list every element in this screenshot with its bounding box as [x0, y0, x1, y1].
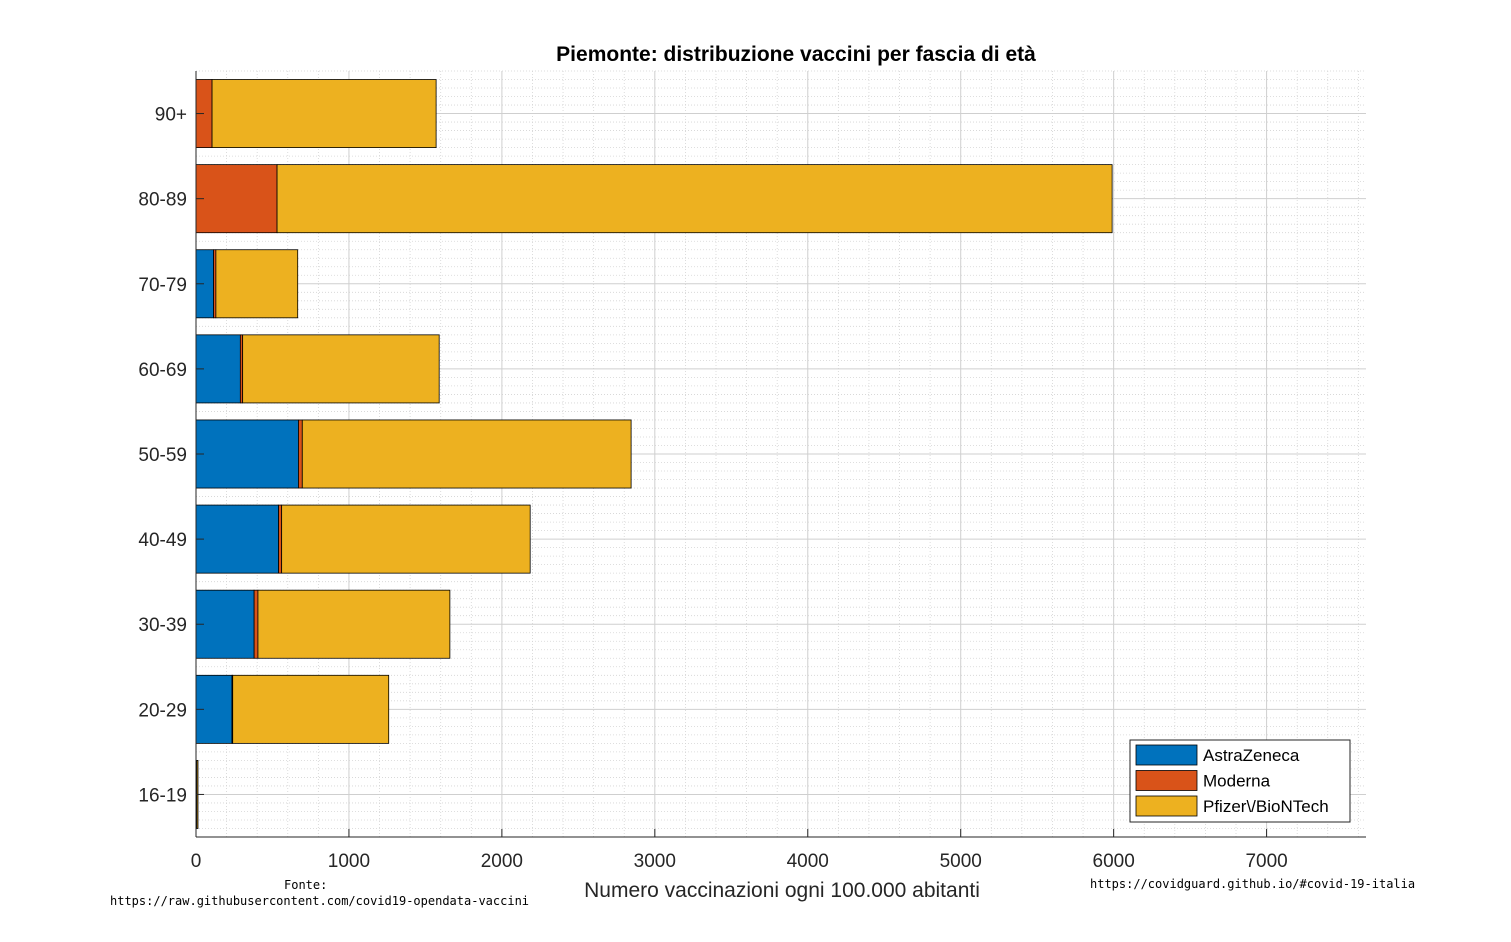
x-tick-label: 2000 [481, 851, 523, 872]
source-url: https://raw.githubusercontent.com/covid1… [110, 894, 530, 908]
y-tick-label: 50-59 [138, 445, 187, 466]
bar-80-89-moderna [195, 164, 278, 234]
y-tick-label: 60-69 [138, 360, 187, 381]
bar-40-49-astrazeneca [195, 504, 279, 574]
legend-label: AstraZeneca [1203, 746, 1300, 765]
x-tick-label: 7000 [1245, 851, 1287, 872]
bar-40-49-moderna [278, 504, 283, 574]
legend-swatch-moderna [1135, 770, 1198, 791]
y-tick-label: 20-29 [138, 700, 187, 721]
bar-50-59-astrazeneca [195, 419, 299, 489]
bar-30-39-astrazeneca [195, 589, 255, 659]
x-tick-label: 6000 [1093, 851, 1135, 872]
x-tick-label: 4000 [787, 851, 829, 872]
legend-swatch-astrazeneca [1135, 744, 1198, 766]
x-tick-label: 1000 [328, 851, 370, 872]
bar-30-39-pfizerbiontech [257, 589, 451, 659]
x-axis-label: Numero vaccinazioni ogni 100.000 abitant… [584, 879, 980, 902]
legend-label: Moderna [1203, 772, 1271, 791]
bar-90+-pfizerbiontech [211, 79, 437, 148]
legend-label: Pfizer\/BioNTech [1203, 797, 1329, 816]
x-tick-label: 0 [191, 851, 202, 872]
y-tick-label: 90+ [155, 105, 187, 126]
site-url: https://covidguard.github.io/#covid-19-i… [1090, 877, 1416, 891]
y-tick-label: 80-89 [138, 190, 187, 211]
bar-30-39-moderna [253, 589, 259, 659]
source-label: Fonte: [284, 878, 328, 892]
bar-40-49-pfizerbiontech [281, 504, 531, 574]
bar-60-69-pfizerbiontech [242, 334, 440, 404]
bar-50-59-pfizerbiontech [301, 419, 632, 489]
x-tick-label: 5000 [940, 851, 982, 872]
bar-70-79-pfizerbiontech [215, 249, 299, 319]
bar-20-29-pfizerbiontech [232, 674, 390, 744]
x-tick-label: 3000 [634, 851, 676, 872]
legend-swatch-pfizerbiontech [1135, 795, 1198, 817]
y-tick-label: 40-49 [138, 530, 187, 551]
chart-title: Piemonte: distribuzione vaccini per fasc… [556, 43, 1036, 66]
y-tick-label: 70-79 [138, 275, 187, 296]
bar-80-89-pfizerbiontech [276, 164, 1113, 234]
y-tick-label: 16-19 [138, 785, 187, 806]
bar-50-59-moderna [298, 419, 303, 489]
y-tick-label: 30-39 [138, 615, 187, 636]
